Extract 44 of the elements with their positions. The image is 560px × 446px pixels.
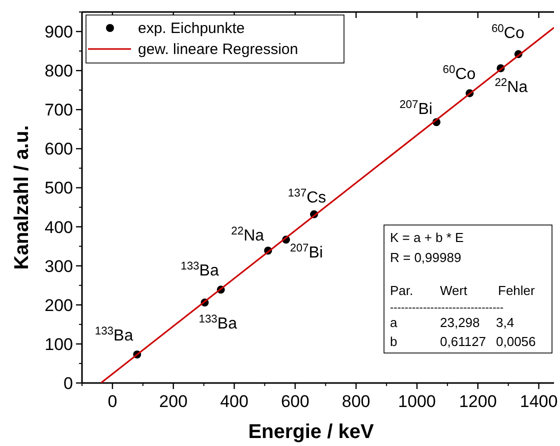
annotation: $^{60}$Co: [491, 23, 524, 42]
annotation: Fehler: [498, 283, 536, 298]
y-tick-label: 400: [44, 218, 73, 237]
x-tick-label: 400: [220, 392, 248, 411]
legend-label: gew. lineare Regression: [138, 41, 298, 58]
x-tick-label: 1200: [458, 392, 497, 411]
annotation: b: [390, 334, 398, 349]
annotation: 23,298: [440, 315, 480, 330]
y-tick-label: 0: [64, 374, 73, 393]
x-axis-title: Energie / keV: [248, 421, 374, 443]
annotation: K = a + b * E: [390, 230, 464, 245]
annotation: $^{133}$Ba: [198, 314, 238, 333]
annotation: 0,0056: [496, 334, 536, 349]
annotation: $^{137}$Cs: [288, 187, 326, 206]
annotation: a: [390, 315, 398, 330]
y-tick-label: 700: [44, 100, 73, 120]
annotation: Wert: [440, 283, 468, 298]
annotation: 0,61127: [440, 334, 486, 349]
annotation: $^{22}$Na: [494, 77, 528, 96]
y-tick-label: 800: [44, 62, 73, 81]
y-tick-label: 500: [44, 178, 73, 198]
annotation: R = 0,99989: [390, 250, 462, 265]
x-tick-label: 1400: [520, 392, 558, 411]
annotation: $^{133}$Ba: [180, 260, 219, 280]
annotation: -------------------------------: [390, 302, 504, 314]
x-tick-label: 0: [108, 392, 118, 411]
y-tick-label: 900: [44, 22, 73, 42]
annotation: Par.: [390, 283, 414, 298]
annotation: $^{207}$Bi: [400, 99, 432, 118]
x-tick-label: 800: [342, 392, 370, 411]
annotation: $^{22}$Na: [231, 226, 264, 245]
x-tick-label: 1000: [398, 392, 436, 411]
y-axis-title: Kanalzahl / a.u.: [11, 125, 33, 270]
annotation: $^{133}$Ba: [94, 325, 134, 344]
x-tick-label: 200: [159, 392, 188, 411]
x-tick-label: 600: [280, 392, 310, 411]
legend-label: exp. Eichpunkte: [138, 20, 245, 37]
y-tick-label: 600: [44, 140, 73, 159]
annotation: $^{207}$Bi: [290, 242, 323, 262]
annotation: $^{60}$Co: [442, 64, 476, 84]
y-tick-label: 200: [44, 296, 73, 315]
y-tick-label: 100: [44, 334, 73, 354]
annotation: 3,4: [496, 315, 514, 330]
y-tick-label: 300: [44, 256, 73, 276]
